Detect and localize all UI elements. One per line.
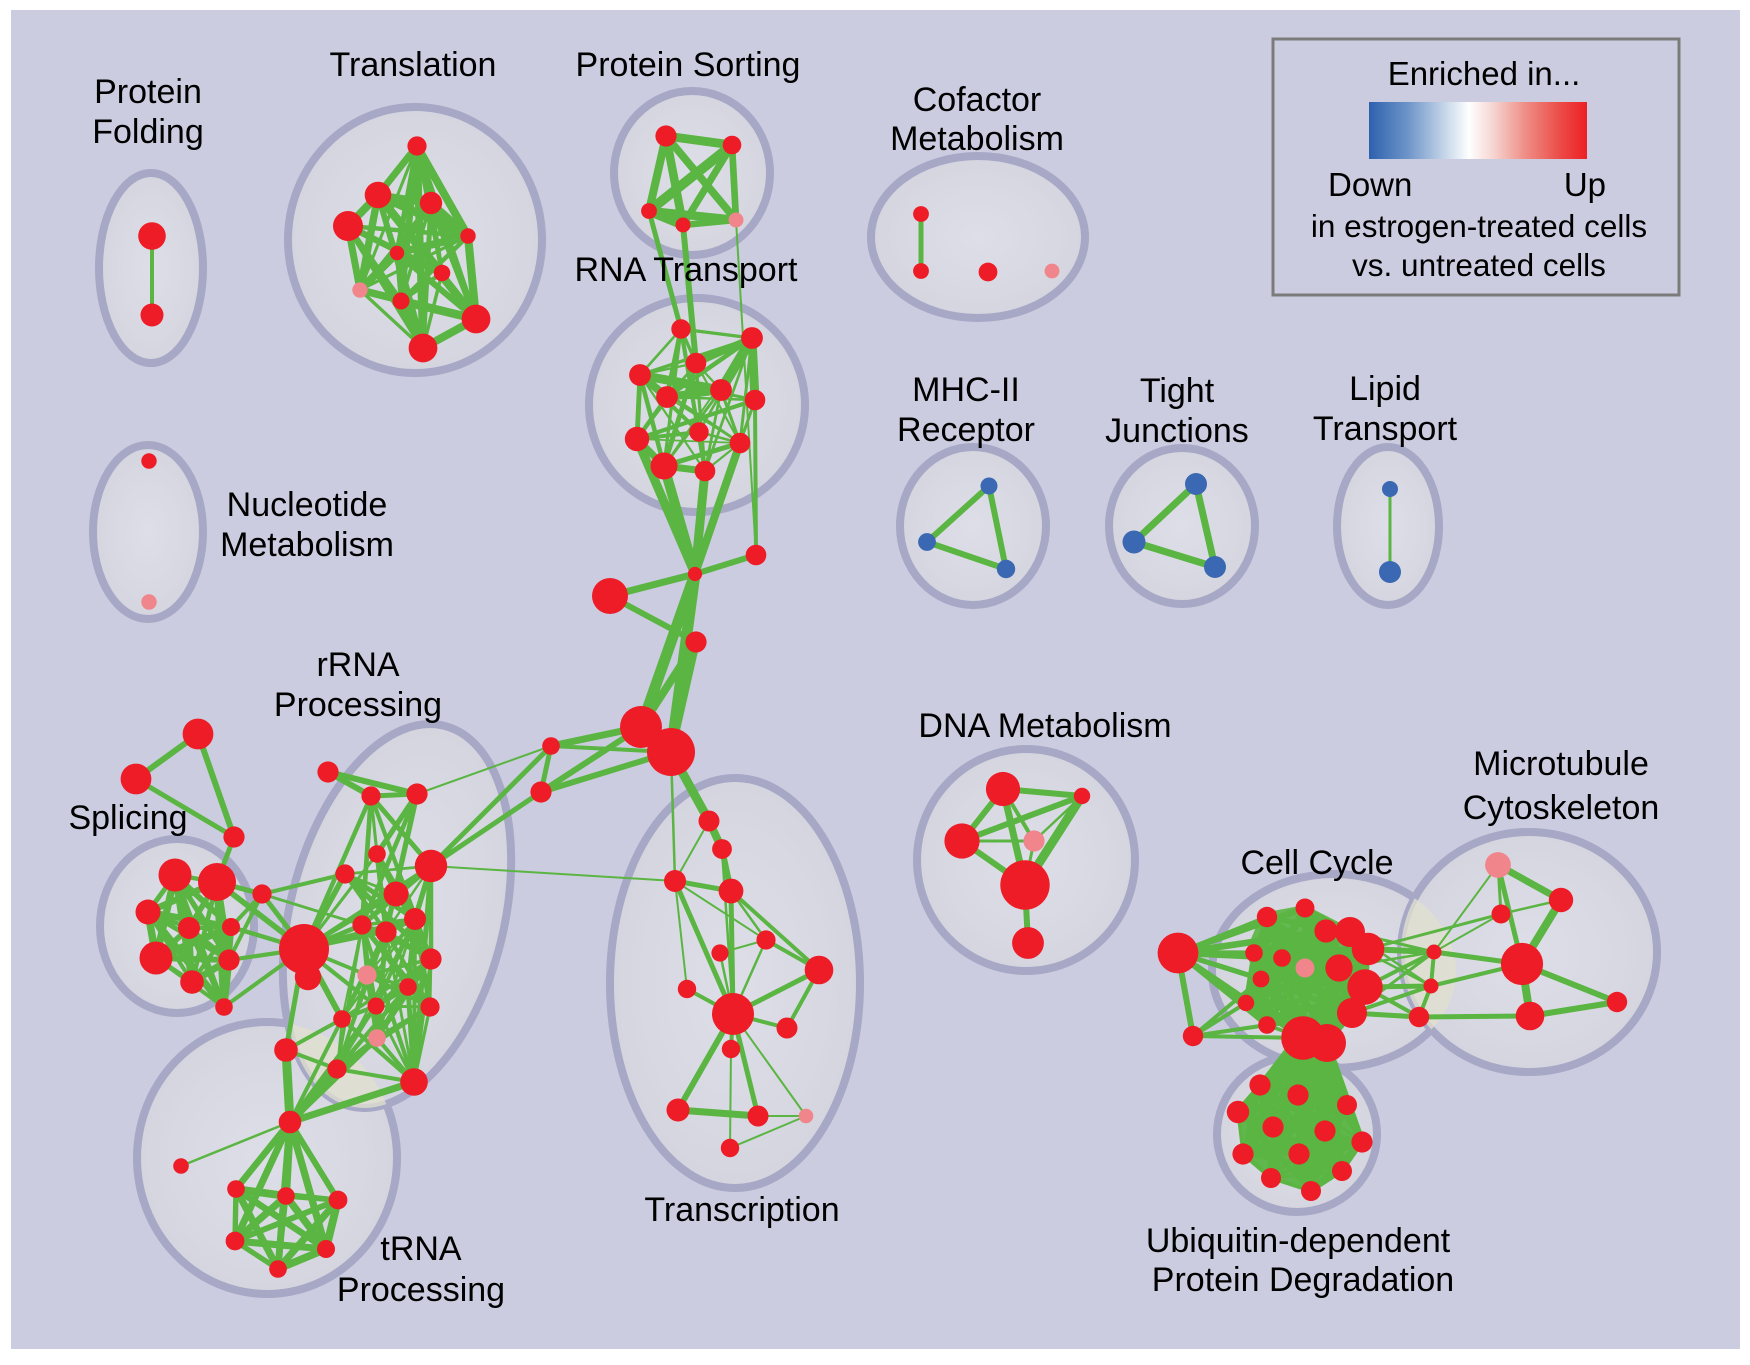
svg-text:Processing: Processing (337, 1271, 505, 1309)
svg-text:Receptor: Receptor (897, 411, 1035, 449)
svg-text:Transport: Transport (1313, 410, 1458, 448)
svg-text:Up: Up (1564, 166, 1606, 203)
svg-text:vs. untreated cells: vs. untreated cells (1352, 247, 1606, 283)
svg-text:Microtubule: Microtubule (1473, 745, 1649, 783)
svg-text:Splicing: Splicing (68, 799, 187, 837)
svg-text:DNA Metabolism: DNA Metabolism (918, 707, 1171, 745)
svg-text:rRNA: rRNA (316, 646, 399, 684)
svg-text:Down: Down (1328, 166, 1412, 203)
svg-text:Ubiquitin-dependent: Ubiquitin-dependent (1146, 1222, 1451, 1260)
svg-text:Tight: Tight (1140, 372, 1215, 410)
svg-text:Nucleotide: Nucleotide (227, 486, 388, 524)
svg-text:Processing: Processing (274, 686, 442, 724)
svg-text:Junctions: Junctions (1105, 412, 1249, 450)
svg-text:Protein Sorting: Protein Sorting (576, 46, 801, 84)
svg-text:tRNA: tRNA (380, 1230, 462, 1268)
svg-text:Metabolism: Metabolism (890, 120, 1064, 158)
svg-text:Cell Cycle: Cell Cycle (1240, 844, 1393, 882)
svg-text:Transcription: Transcription (644, 1191, 839, 1229)
svg-text:Cofactor: Cofactor (913, 81, 1042, 119)
svg-text:Protein Degradation: Protein Degradation (1152, 1261, 1454, 1299)
svg-text:Metabolism: Metabolism (220, 526, 394, 564)
svg-text:Folding: Folding (92, 113, 204, 151)
svg-text:Enriched in...: Enriched in... (1388, 55, 1581, 92)
svg-text:Protein: Protein (94, 73, 202, 111)
svg-text:MHC-II: MHC-II (912, 371, 1020, 409)
svg-text:Cytoskeleton: Cytoskeleton (1463, 789, 1660, 827)
svg-text:in estrogen-treated cells: in estrogen-treated cells (1311, 208, 1647, 244)
svg-text:Translation: Translation (330, 46, 497, 84)
svg-text:Lipid: Lipid (1349, 370, 1421, 408)
svg-text:RNA Transport: RNA Transport (575, 251, 799, 289)
